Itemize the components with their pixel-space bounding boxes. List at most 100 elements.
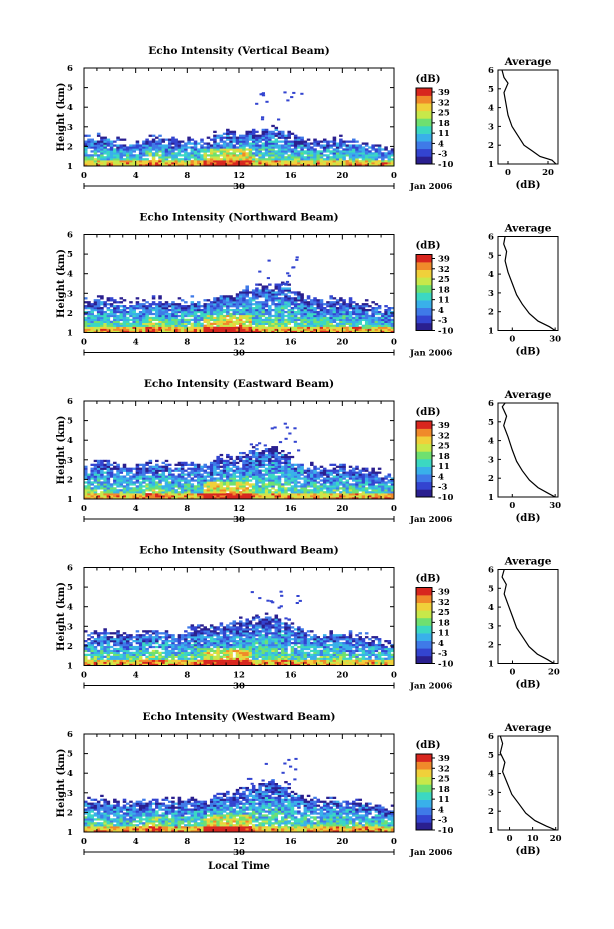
heatmap-cell — [193, 150, 198, 153]
colorbar-tick-label: 25 — [438, 442, 450, 452]
heatmap-cell — [232, 489, 237, 492]
heatmap-cell — [303, 299, 308, 302]
heatmap-cell — [213, 301, 217, 304]
heatmap-cell — [145, 479, 149, 482]
heatmap-cell — [280, 293, 285, 296]
heatmap-cell — [287, 130, 291, 133]
heatmap-cell — [138, 330, 143, 333]
heatmap-cell — [103, 645, 107, 649]
heatmap-cell — [138, 305, 143, 308]
heatmap-cell — [261, 310, 266, 314]
heatmap-cell — [313, 138, 317, 141]
heatmap-cell — [180, 158, 185, 161]
heatmap-cell — [87, 643, 91, 647]
heatmap-cell — [90, 150, 94, 153]
heatmap-cell — [371, 318, 375, 322]
heatmap-cell — [377, 493, 382, 496]
heatmap-cell — [251, 291, 256, 294]
heatmap-cell — [277, 162, 282, 165]
heatmap-cell — [364, 154, 369, 157]
heatmap-cell — [106, 150, 111, 153]
heatmap-cell — [138, 160, 143, 163]
heatmap-cell — [161, 160, 166, 163]
heatmap-cell — [100, 297, 104, 300]
heatmap-cell — [209, 138, 214, 141]
heatmap-cell — [303, 495, 308, 498]
heatmap-cell — [109, 491, 114, 494]
heatmap-cell — [279, 283, 283, 286]
heatmap-cell — [284, 144, 288, 147]
heatmap-cell — [348, 150, 353, 153]
heatmap-cell — [193, 487, 198, 490]
colorbar-frame — [415, 254, 433, 331]
heatmap-cell — [284, 487, 288, 490]
heatmap-cell — [125, 322, 130, 325]
heatmap-cell — [384, 308, 388, 312]
heatmap-cell — [122, 307, 127, 310]
heatmap-cell — [155, 144, 159, 147]
heatmap-cell — [242, 451, 246, 455]
heatmap-cell — [216, 314, 220, 318]
heatmap-cell — [103, 489, 107, 492]
heatmap-cell — [303, 158, 308, 161]
heatmap-cell — [387, 158, 392, 161]
heatmap-cell — [293, 487, 298, 490]
heatmap-cell — [381, 330, 385, 333]
heatmap-cell — [96, 295, 101, 298]
average-profile-line — [501, 69, 557, 165]
heatmap-cell — [264, 154, 269, 157]
heatmap-cell — [187, 142, 191, 145]
heatmap-cell — [145, 160, 149, 163]
heatmap-cell — [326, 320, 330, 323]
heatmap-cell — [326, 322, 330, 325]
heatmap-cell — [103, 493, 107, 496]
heatmap-cell — [87, 144, 91, 147]
heatmap-cell — [206, 326, 211, 329]
heatmap-cell — [248, 316, 253, 320]
heatmap-cell — [364, 495, 369, 498]
heatmap-cell — [271, 330, 275, 333]
heatmap-cell — [100, 640, 104, 643]
heatmap-cell — [145, 330, 149, 333]
heatmap-cell — [226, 301, 230, 304]
colorbar-swatch — [416, 118, 432, 127]
heatmap-cell — [197, 142, 201, 145]
heatmap-cell — [229, 144, 233, 147]
heatmap-cell — [371, 479, 375, 482]
heatmap-cell — [264, 291, 269, 294]
heatmap-cell — [251, 303, 256, 306]
heatmap-cell — [335, 475, 340, 478]
heatmap-cell — [148, 495, 153, 498]
heatmap-cell — [125, 489, 130, 492]
heatmap-cell — [361, 164, 366, 167]
heatmap-cell — [190, 485, 195, 488]
heatmap-cell — [167, 308, 172, 312]
heatmap-cell — [251, 134, 256, 137]
heatmap-cell — [261, 160, 266, 163]
heatmap-cell — [122, 299, 127, 302]
heatmap-cell — [255, 164, 259, 167]
heatmap-cell — [358, 310, 363, 314]
heatmap-cell — [148, 328, 153, 331]
heatmap-cell — [374, 497, 379, 500]
heatmap-cell — [109, 150, 114, 153]
heatmap-cell — [255, 307, 259, 310]
heatmap-cell — [371, 164, 375, 167]
average-y-tick-label: 5 — [488, 418, 494, 428]
heatmap-cell — [248, 148, 253, 151]
heatmap-cell — [268, 324, 272, 327]
heatmap-cell — [361, 312, 366, 316]
heatmap-cell — [285, 280, 290, 283]
heatmap-cell — [200, 158, 204, 161]
heatmap-cell — [122, 152, 127, 155]
heatmap-cell — [384, 483, 388, 486]
heatmap-cell — [316, 485, 321, 488]
heatmap-cell — [103, 322, 107, 325]
heatmap-cell — [109, 146, 114, 149]
heatmap-cell — [151, 491, 156, 494]
heatmap-cell — [206, 308, 211, 312]
heatmap-cell — [381, 481, 385, 484]
heatmap-cell — [361, 160, 366, 163]
heatmap-cell — [158, 134, 162, 137]
heatmap-cell — [216, 142, 220, 145]
